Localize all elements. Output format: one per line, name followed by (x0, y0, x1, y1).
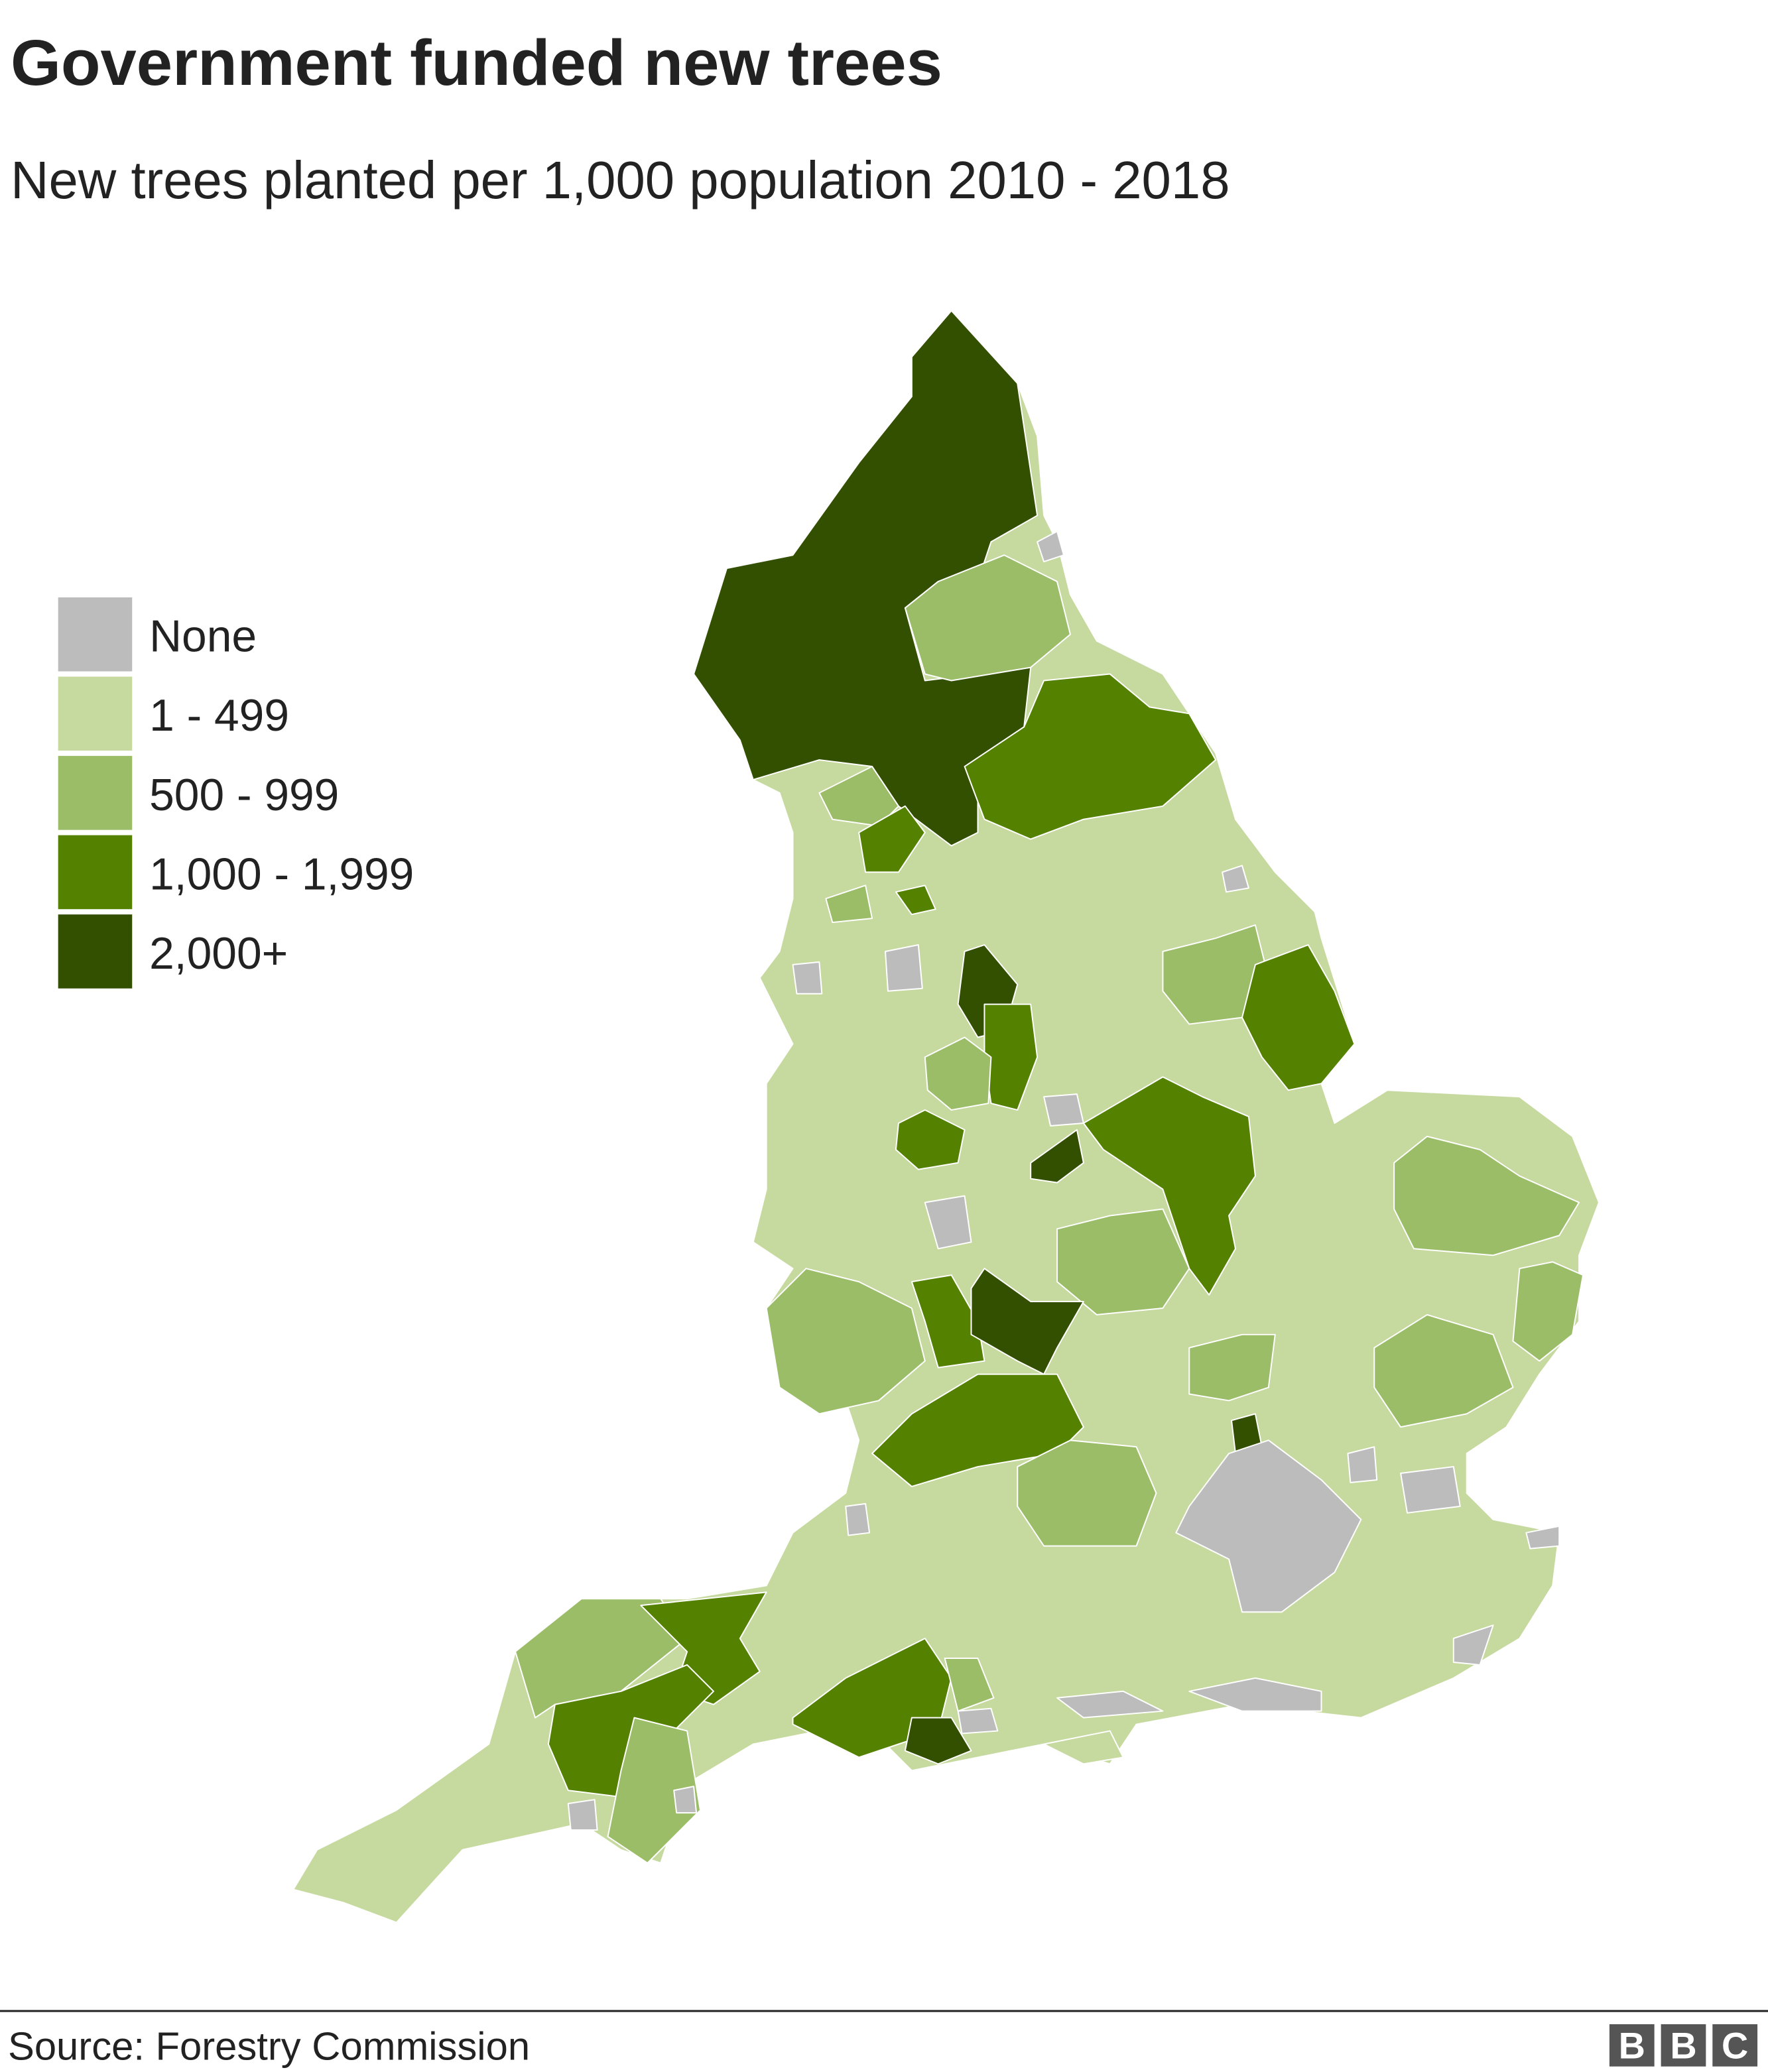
region (957, 1707, 999, 1735)
logo-box (1712, 2024, 1758, 2067)
region (1452, 1624, 1494, 1666)
region (1393, 1135, 1580, 1256)
region (944, 1657, 995, 1712)
region (1400, 1466, 1461, 1514)
region (911, 1274, 985, 1369)
legend-label: None (149, 612, 257, 662)
source: Source: Forestry Commission (8, 2024, 530, 2069)
region (904, 1717, 972, 1765)
region (1222, 865, 1249, 893)
logo-letter: C (1722, 2025, 1748, 2067)
legend-label: 2,000+ (149, 929, 288, 979)
logo-letter: B (1619, 2025, 1645, 2067)
region (1030, 1128, 1084, 1184)
region (1188, 1333, 1276, 1402)
legend-label: 1,000 - 1,999 (149, 849, 414, 899)
region (607, 1717, 702, 1864)
region (792, 961, 823, 995)
legend-swatch (58, 597, 133, 672)
region (895, 1109, 966, 1170)
england-map (292, 310, 1600, 1923)
region (1241, 944, 1356, 1091)
region (1175, 1439, 1362, 1613)
region (884, 944, 923, 992)
region (1347, 1446, 1378, 1483)
region (924, 1036, 992, 1111)
region (1373, 1313, 1514, 1428)
legend-swatch (58, 835, 133, 910)
region (1043, 1730, 1124, 1765)
region (1082, 1076, 1256, 1296)
legend-label: 500 - 999 (149, 770, 339, 820)
legend-swatch (58, 914, 133, 989)
region (1188, 1677, 1322, 1712)
region (845, 1502, 871, 1536)
region (1056, 1690, 1164, 1719)
region (964, 673, 1217, 840)
region (858, 805, 926, 873)
logo-letter: B (1670, 2025, 1696, 2067)
region (1512, 1261, 1584, 1362)
region (515, 1598, 688, 1719)
region (1017, 1439, 1157, 1547)
legend-swatch (58, 756, 133, 830)
legend-label: 1 - 499 (149, 691, 289, 741)
region (924, 1195, 972, 1250)
title: Government funded new trees (11, 27, 942, 99)
region (567, 1799, 598, 1831)
region (1525, 1525, 1560, 1550)
region (1056, 1208, 1190, 1315)
logo-box (1661, 2024, 1706, 2067)
region (904, 554, 1071, 682)
region (1037, 530, 1064, 563)
logo-box (1609, 2024, 1655, 2067)
region (970, 1268, 1084, 1375)
region (825, 884, 873, 924)
region (640, 1591, 767, 1705)
subtitle: New trees planted per 1,000 population 2… (11, 151, 1230, 210)
legend: None 1 - 499 500 - 999 1,000 - 1,999 2,000+ (58, 597, 414, 989)
region (673, 1786, 698, 1814)
region (1043, 1093, 1084, 1127)
region (871, 1373, 1084, 1487)
legend-swatch (58, 676, 133, 751)
region (765, 1268, 926, 1415)
region (895, 884, 936, 916)
